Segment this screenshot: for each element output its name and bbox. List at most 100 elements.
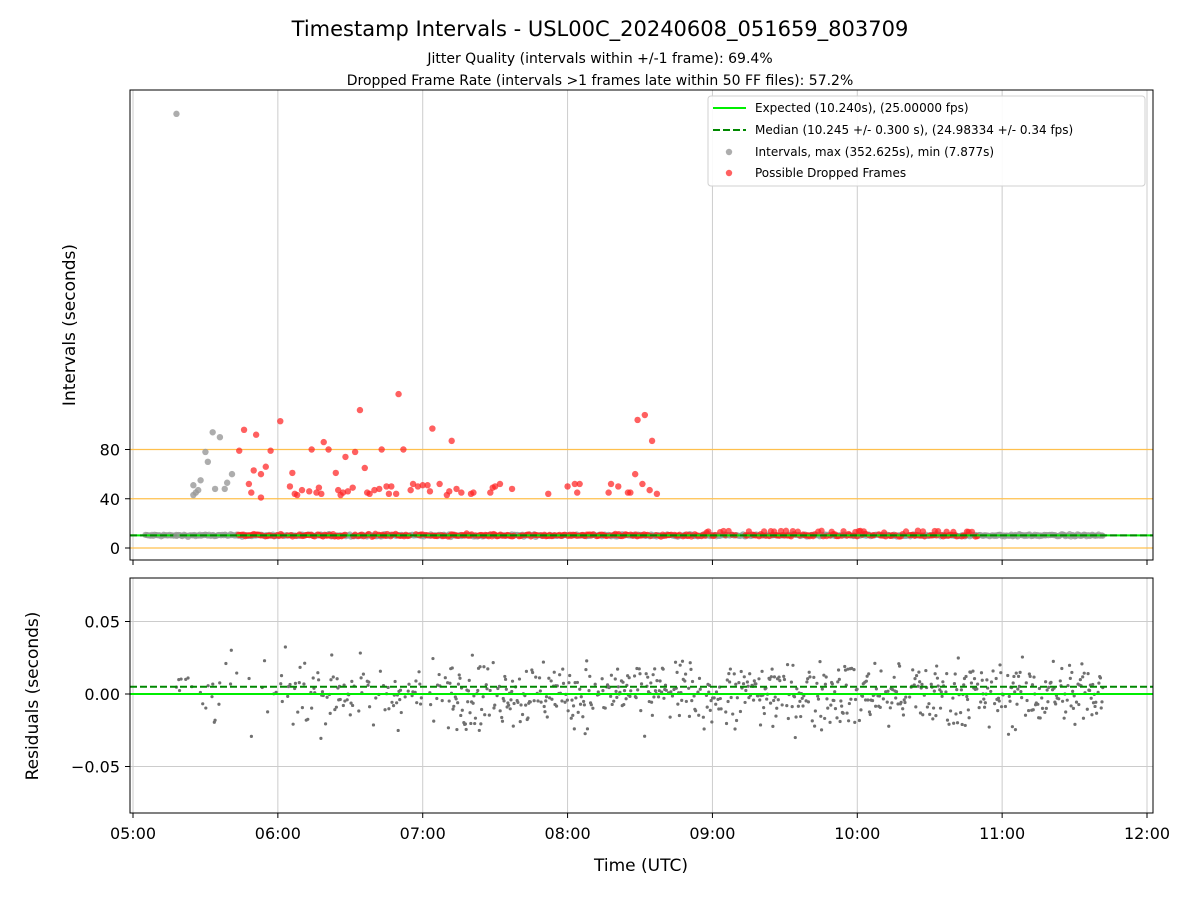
residual-point [457,673,461,677]
residual-point [235,671,239,675]
residual-point [452,704,456,708]
residual-point [350,679,354,684]
residual-point [1088,688,1092,693]
residual-point [1058,679,1062,683]
residual-point [1045,688,1049,692]
residual-point [805,680,809,684]
residual-point [912,683,916,687]
residual-point [960,722,964,727]
residual-point [987,725,991,729]
residual-point [179,677,183,681]
dropped-frame-point [470,489,477,496]
residual-point [1074,700,1079,704]
residual-point [774,714,778,718]
residual-point [1031,708,1035,712]
residual-point [306,717,310,721]
residual-point [1040,696,1044,700]
residual-point [998,663,1002,667]
residual-point [668,715,672,719]
residual-point [614,689,618,693]
residual-point [701,715,705,719]
residual-point [955,688,959,692]
dropped-frame-point [356,406,364,414]
residual-point [566,709,570,713]
residual-point [477,728,481,733]
residual-point [316,671,320,675]
residual-point [1078,678,1082,682]
residual-point [485,687,489,691]
residual-point [224,661,228,666]
residual-point [1081,716,1086,720]
residual-point [341,703,345,708]
residual-point [574,696,578,700]
residual-point [395,701,399,705]
residual-point [483,713,487,717]
residual-point [903,700,907,705]
residual-point [1030,683,1035,687]
residual-point [443,676,447,680]
residual-point [772,698,776,703]
dropped-frame-point [392,490,400,498]
top-panel-frame [129,89,1154,561]
residual-point [448,681,452,685]
residual-point [333,707,337,712]
residual-point [653,667,657,671]
residual-point [768,701,773,705]
x-tick-label: 05:00 [110,824,156,843]
dropped-frame-point [634,416,641,424]
residual-point [637,667,641,671]
residual-point [469,721,473,726]
residual-point [418,702,423,706]
residual-point [510,689,514,694]
residual-point [488,688,492,693]
residual-point [841,711,845,715]
residual-point [994,676,998,681]
residual-point [585,727,590,731]
residual-point [323,722,328,726]
dropped-frame-point [429,425,436,432]
residual-point [712,696,716,700]
residual-point [558,673,562,677]
residual-point [628,694,632,698]
residual-point [728,667,732,671]
residual-point [417,670,421,674]
residual-point [440,699,444,703]
residual-point [600,677,604,681]
residual-point [765,697,769,701]
residual-point [579,695,583,699]
residual-point [331,675,335,679]
dropped-frame-point [919,528,927,535]
dropped-frame-point [315,484,323,491]
dropped-frame-point [366,490,373,498]
residual-point [745,680,749,684]
residual-point [806,677,810,681]
residual-point [530,668,534,672]
residual-point [709,699,713,703]
x-tick-label: 12:00 [1124,824,1170,843]
residual-point [1027,708,1031,713]
residual-point [581,715,585,719]
dropped-frame-point [646,486,653,494]
residual-point [901,713,906,717]
residual-point [1094,700,1098,704]
residual-point [820,687,824,691]
legend-box [707,95,1146,187]
dropped-frame-point [240,426,248,433]
residual-point [1065,698,1069,702]
residual-point [929,682,933,686]
residual-point [819,728,824,732]
residual-point [1007,694,1011,699]
dropped-frame-point [627,489,634,496]
residual-point [694,709,698,713]
residual-point [349,701,353,705]
residual-point [406,689,410,693]
residual-point [810,719,814,723]
residual-point [366,683,370,687]
residual-point [460,708,464,712]
dropped-frame-point [385,490,393,498]
dropped-frame-point [453,485,460,493]
residual-point [338,697,342,702]
residual-point [979,671,984,675]
residual-point [939,690,943,694]
